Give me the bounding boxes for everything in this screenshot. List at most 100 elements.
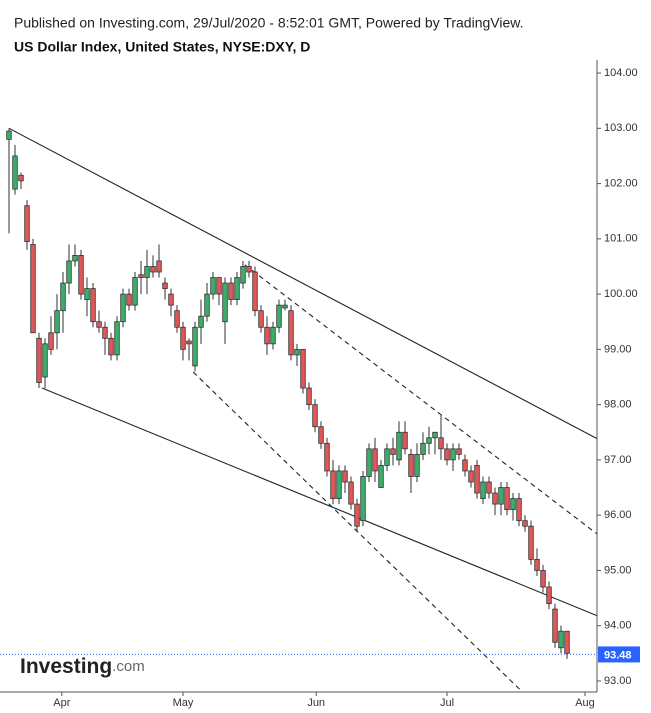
candle-body xyxy=(528,525,534,560)
candle-body xyxy=(546,586,552,604)
y-tick-label: 103.00 xyxy=(604,122,638,134)
candle-body xyxy=(240,266,246,284)
candle-body xyxy=(204,293,210,317)
candle-body xyxy=(48,332,54,350)
candle-body xyxy=(318,426,324,444)
candle-body xyxy=(282,304,288,309)
candle-body xyxy=(138,274,144,278)
candle-body xyxy=(342,470,348,483)
candle-body xyxy=(372,448,378,472)
candle-body xyxy=(192,326,198,367)
candle-body xyxy=(438,437,444,450)
candle-body xyxy=(396,431,402,461)
candle-body xyxy=(504,487,510,511)
logo-suffix: .com xyxy=(112,658,145,675)
candle-body xyxy=(120,293,126,323)
logo-main: Investing xyxy=(20,655,112,678)
x-tick-label: Apr xyxy=(53,697,70,709)
candle-body xyxy=(66,260,72,284)
candle-body xyxy=(222,282,228,323)
candle-body xyxy=(378,465,384,488)
candle-body xyxy=(270,326,276,345)
candle-body xyxy=(354,503,360,527)
candle-body xyxy=(300,348,306,389)
candle-body xyxy=(186,340,192,345)
candle-body xyxy=(180,326,186,350)
y-tick-label: 98.00 xyxy=(604,399,632,411)
candle-body xyxy=(162,282,168,289)
candle-body xyxy=(534,558,540,571)
candle-body xyxy=(486,481,492,494)
x-tick-label: May xyxy=(173,697,194,709)
candle-body xyxy=(312,404,318,428)
candle-body xyxy=(126,293,132,306)
candle-body xyxy=(78,255,84,295)
candle-body xyxy=(252,271,258,312)
last-price-label: 93.48 xyxy=(604,649,632,661)
candle-body xyxy=(234,277,240,301)
x-tick-label: Jun xyxy=(307,697,325,709)
y-tick-label: 102.00 xyxy=(604,177,638,189)
candle-body xyxy=(84,288,90,301)
candle-body xyxy=(18,174,24,182)
candle-body xyxy=(432,431,438,439)
y-tick-label: 94.00 xyxy=(604,620,632,632)
x-tick-label: Aug xyxy=(575,697,595,709)
candle-body xyxy=(264,326,270,345)
candle-body xyxy=(246,266,252,273)
candle-body xyxy=(510,498,516,511)
candle-body xyxy=(174,310,180,328)
candle-body xyxy=(366,448,372,477)
candle-body xyxy=(90,288,96,323)
candle-body xyxy=(450,448,456,461)
candle-body xyxy=(306,387,312,406)
candle-body xyxy=(348,481,354,505)
candle-body xyxy=(480,481,486,499)
candle-body xyxy=(516,498,522,522)
candle-body xyxy=(12,155,18,190)
candle-body xyxy=(114,321,120,356)
candle-body xyxy=(54,310,60,334)
y-tick-label: 100.00 xyxy=(604,288,638,300)
plot-area xyxy=(6,127,597,691)
candle-body xyxy=(402,431,408,450)
candle-body xyxy=(426,437,432,444)
y-tick-label: 104.00 xyxy=(604,67,638,79)
candle-body xyxy=(294,348,300,356)
candle-body xyxy=(468,470,474,483)
candle-body xyxy=(102,326,108,339)
y-tick-label: 93.00 xyxy=(604,675,632,687)
candle-body xyxy=(360,476,366,522)
candle-body xyxy=(498,487,504,505)
candle-body xyxy=(552,608,558,643)
trendline xyxy=(8,127,597,440)
y-tick-label: 101.00 xyxy=(604,233,638,245)
candle-body xyxy=(444,448,450,461)
candle-body xyxy=(558,630,564,649)
candle-body xyxy=(276,304,282,328)
candle-body xyxy=(36,337,42,383)
candle-body xyxy=(156,260,162,273)
x-tick-label: Jul xyxy=(440,697,454,709)
candle-body xyxy=(522,520,528,527)
candle-body xyxy=(42,343,48,378)
candle-body xyxy=(384,448,390,466)
candle-body xyxy=(420,442,426,455)
candle-body xyxy=(150,266,156,273)
candle-body xyxy=(96,321,102,328)
candle-body xyxy=(108,337,114,356)
candle-body xyxy=(24,205,30,243)
candle-body xyxy=(72,255,78,262)
candle-body xyxy=(462,459,468,472)
candle-body xyxy=(60,282,66,312)
logo: Investing.com xyxy=(20,655,145,678)
candle-body xyxy=(540,570,546,588)
candle-body xyxy=(198,315,204,328)
candle-body xyxy=(6,130,12,140)
y-tick-label: 96.00 xyxy=(604,509,632,521)
y-tick-label: 97.00 xyxy=(604,454,632,466)
candle-body xyxy=(324,442,330,472)
candle-body xyxy=(30,243,36,334)
trendline xyxy=(41,387,597,617)
